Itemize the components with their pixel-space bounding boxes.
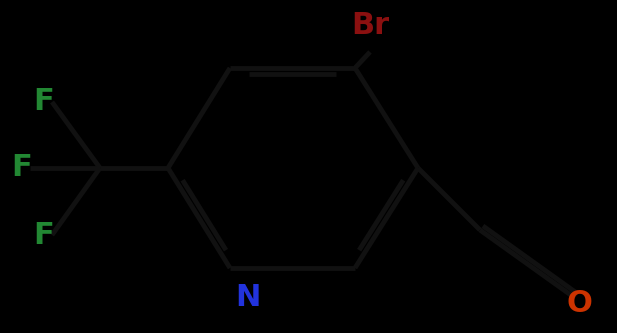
Text: Br: Br — [351, 11, 389, 40]
Text: N: N — [235, 283, 261, 312]
Text: O: O — [566, 289, 592, 318]
Text: F: F — [33, 220, 54, 249]
Text: F: F — [12, 154, 32, 182]
Text: F: F — [33, 88, 54, 117]
